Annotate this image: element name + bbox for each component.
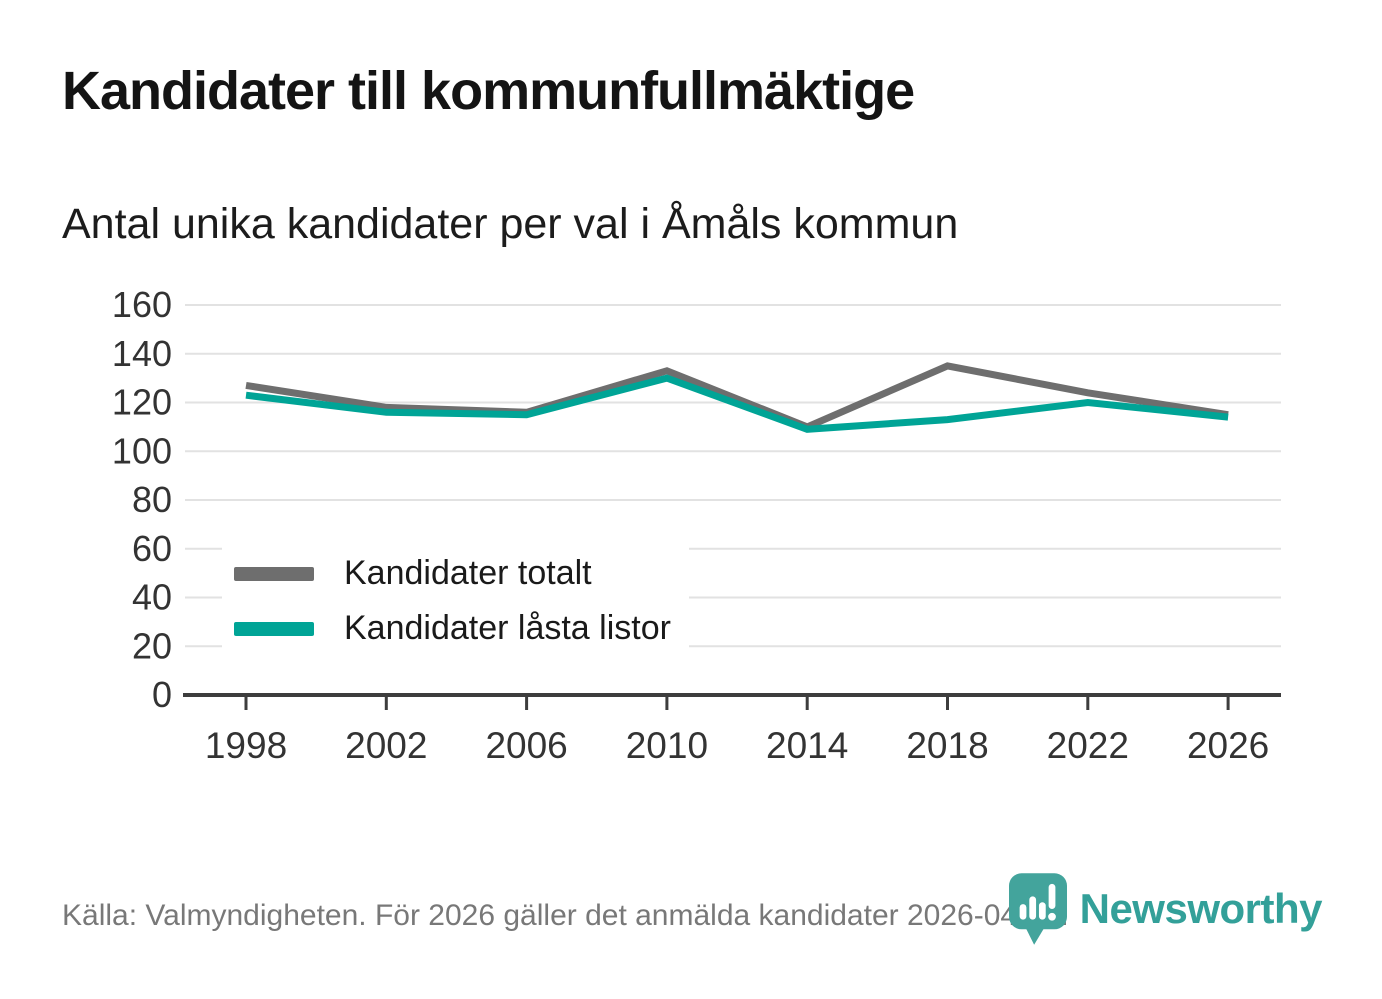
x-tick-label: 2002	[345, 725, 427, 766]
y-tick-label: 120	[112, 382, 172, 423]
x-tick-label: 2022	[1047, 725, 1129, 766]
y-tick-label: 100	[112, 430, 172, 471]
x-tick-label: 2006	[485, 725, 567, 766]
legend-item-totalt: Kandidater totalt	[234, 546, 671, 601]
y-tick-label: 0	[152, 674, 172, 715]
legend-item-lasta-listor: Kandidater låsta listor	[234, 601, 671, 656]
source-note: Källa: Valmyndigheten. För 2026 gäller d…	[62, 899, 1069, 932]
x-tick-label: 2010	[626, 725, 708, 766]
y-tick-label: 40	[132, 577, 172, 618]
x-tick-label: 2026	[1187, 725, 1269, 766]
legend-label-totalt: Kandidater totalt	[344, 554, 592, 592]
legend-label-lasta-listor: Kandidater låsta listor	[344, 609, 671, 647]
newsworthy-pin-barchart-icon	[1008, 873, 1067, 945]
x-tick-label: 1998	[205, 725, 287, 766]
series-line-1	[245, 374, 1229, 433]
series-line-0	[245, 362, 1229, 431]
y-tick-label: 160	[112, 284, 172, 325]
legend-swatch-lasta-listor	[234, 621, 314, 636]
legend-swatch-totalt	[234, 566, 314, 581]
y-tick-label: 80	[132, 479, 172, 520]
newsworthy-wordmark: Newsworthy	[1079, 885, 1323, 932]
chart-legend: Kandidater totalt Kandidater låsta listo…	[222, 542, 689, 664]
y-tick-label: 20	[132, 625, 172, 666]
newsworthy-logo: Newsworthy	[1008, 872, 1323, 946]
x-tick-label: 2018	[906, 725, 988, 766]
y-tick-label: 60	[132, 528, 172, 569]
chart-title: Kandidater till kommunfullmäktige	[62, 61, 915, 121]
y-tick-label: 140	[112, 333, 172, 374]
chart-subtitle: Antal unika kandidater per val i Åmåls k…	[62, 200, 959, 248]
x-tick-label: 2014	[766, 725, 848, 766]
